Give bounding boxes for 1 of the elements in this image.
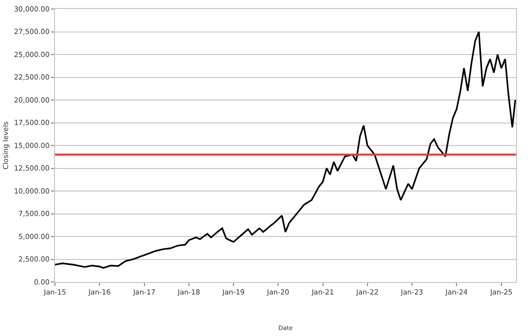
line-series [55, 30, 516, 269]
